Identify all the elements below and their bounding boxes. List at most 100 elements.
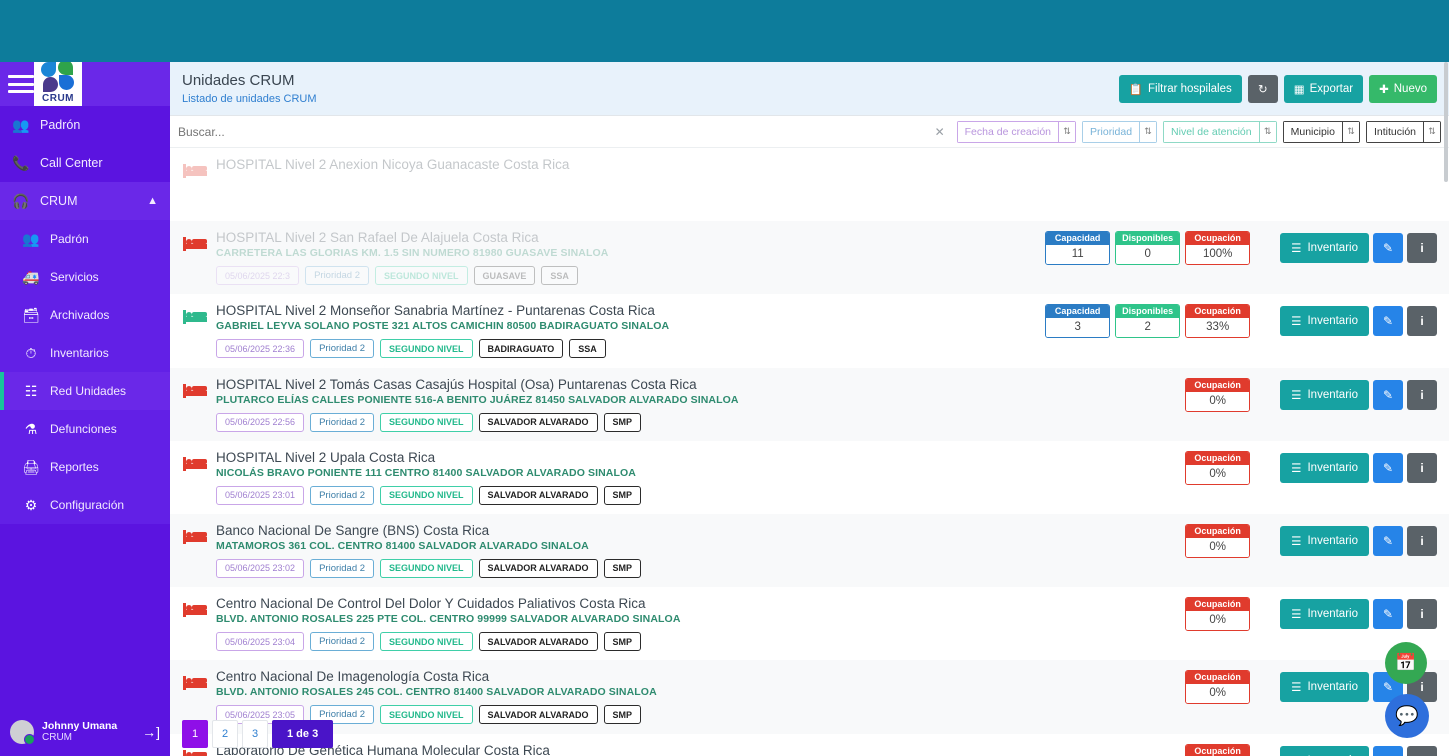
sidebar-item-padron[interactable]: 👥 Padrón	[0, 106, 170, 144]
chip-institucion[interactable]: SMP	[603, 632, 642, 652]
sidebar-item-padron-sub[interactable]: 👥 Padrón	[0, 220, 170, 258]
table-row[interactable]: Banco Nacional De Sangre (BNS) Costa Ric…	[170, 513, 1449, 588]
info-button[interactable]: i	[1407, 379, 1437, 410]
info-button[interactable]: i	[1407, 745, 1437, 756]
chip-nivel[interactable]: SEGUNDO NIVEL	[375, 266, 468, 286]
chip-date[interactable]: 05/06/2025 23:01	[216, 485, 305, 505]
chip-nivel[interactable]: SEGUNDO NIVEL	[380, 339, 473, 359]
sidebar-item-red-unidades[interactable]: ☷ Red Unidades	[0, 372, 170, 410]
table-row[interactable]: HOSPITAL Nivel 2 Anexion Nicoya Guanacas…	[170, 148, 1449, 221]
filter-prioridad[interactable]: Prioridad ⇅	[1082, 120, 1158, 143]
edit-button[interactable]: ✎	[1373, 379, 1403, 410]
chip-municipio[interactable]: GUASAVE	[473, 266, 536, 286]
chip-institucion[interactable]: SSA	[541, 266, 578, 286]
sidebar-item-crum[interactable]: 🎧 CRUM ▲	[0, 182, 170, 220]
table-row[interactable]: HOSPITAL Nivel 2 San Rafael De Alajuela …	[170, 221, 1449, 295]
sidebar-item-defunciones[interactable]: ⚗ Defunciones	[0, 410, 170, 448]
chip-date[interactable]: 05/06/2025 23:02	[216, 558, 305, 578]
chevron-updown-icon[interactable]: ⇅	[1341, 120, 1360, 143]
refresh-button[interactable]: ↻	[1247, 74, 1278, 103]
chip-date[interactable]: 05/06/2025 22:56	[216, 412, 305, 432]
chip-prioridad[interactable]: Prioridad 2	[310, 558, 375, 578]
chip-institucion[interactable]: SMP	[603, 558, 642, 578]
page-button-3[interactable]: 3	[242, 720, 268, 748]
sidebar-user-panel[interactable]: Johnny Umana CRUM →]	[0, 708, 170, 756]
edit-button[interactable]: ✎	[1373, 233, 1403, 264]
chip-date[interactable]: 05/06/2025 22:36	[216, 339, 305, 359]
info-button[interactable]: i	[1407, 525, 1437, 556]
table-row[interactable]: Centro Nacional De Imagenología Costa Ri…	[170, 660, 1449, 734]
chip-prioridad[interactable]: Prioridad 2	[310, 339, 375, 359]
chip-prioridad[interactable]: Prioridad 2	[310, 485, 375, 505]
table-row[interactable]: HOSPITAL Nivel 2 Monseñor Sanabria Martí…	[170, 294, 1449, 367]
chip-municipio[interactable]: SALVADOR ALVARADO	[478, 485, 598, 505]
chip-nivel[interactable]: SEGUNDO NIVEL	[380, 558, 473, 578]
chevron-updown-icon[interactable]: ⇅	[1258, 120, 1277, 143]
inventario-button[interactable]: ☰ Inventario	[1280, 672, 1369, 703]
table-row[interactable]: HOSPITAL Nivel 2 Upala Costa Rica NICOLÁ…	[170, 441, 1449, 514]
sidebar-item-inventarios[interactable]: ⏱ Inventarios	[0, 334, 170, 372]
chevron-updown-icon[interactable]: ⇅	[1058, 120, 1077, 143]
chip-municipio[interactable]: SALVADOR ALVARADO	[478, 705, 598, 725]
page-button-2[interactable]: 2	[212, 720, 238, 748]
chip-prioridad[interactable]: Prioridad 2	[310, 412, 375, 432]
edit-button[interactable]: ✎	[1373, 599, 1403, 630]
table-row[interactable]: Laboratorio De Genética Humana Molecular…	[170, 734, 1449, 756]
hamburger-icon[interactable]	[8, 75, 34, 93]
filter-nivel-de-atencion[interactable]: Nivel de atención ⇅	[1163, 120, 1277, 143]
chip-nivel[interactable]: SEGUNDO NIVEL	[380, 632, 473, 652]
chip-date[interactable]: 05/06/2025 23:04	[216, 632, 305, 652]
exportar-button[interactable]: ▦ Exportar	[1283, 74, 1364, 103]
filter-institucion[interactable]: Intitución ⇅	[1365, 120, 1441, 143]
edit-button[interactable]: ✎	[1373, 745, 1403, 756]
calendar-fab[interactable]: 📅	[1385, 642, 1427, 684]
chip-institucion[interactable]: SMP	[603, 485, 642, 505]
scrollbar[interactable]	[1443, 62, 1449, 756]
sidebar-item-call-center[interactable]: 📞 Call Center	[0, 144, 170, 182]
inventario-button[interactable]: ☰ Inventario	[1280, 525, 1369, 556]
filter-municipio[interactable]: Municipio ⇅	[1282, 120, 1360, 143]
inventario-button[interactable]: ☰ Inventario	[1280, 745, 1369, 756]
inventario-button[interactable]: ☰ Inventario	[1280, 306, 1369, 337]
filter-fecha-de-creacion[interactable]: Fecha de creación ⇅	[956, 120, 1077, 143]
info-button[interactable]: i	[1407, 306, 1437, 337]
logout-icon[interactable]: →]	[142, 724, 160, 740]
breadcrumb[interactable]: Listado de unidades CRUM	[182, 92, 317, 105]
chip-institucion[interactable]: SMP	[603, 705, 642, 725]
chip-institucion[interactable]: SMP	[603, 412, 642, 432]
chip-municipio[interactable]: SALVADOR ALVARADO	[478, 558, 598, 578]
edit-button[interactable]: ✎	[1373, 452, 1403, 483]
nuevo-button[interactable]: ✚ Nuevo	[1369, 74, 1437, 103]
chip-prioridad[interactable]: Prioridad 2	[310, 705, 375, 725]
chevron-up-icon[interactable]: ▲	[147, 195, 158, 207]
inventario-button[interactable]: ☰ Inventario	[1280, 452, 1369, 483]
chevron-updown-icon[interactable]: ⇅	[1423, 120, 1441, 143]
chip-prioridad[interactable]: Prioridad 2	[305, 266, 370, 286]
chip-nivel[interactable]: SEGUNDO NIVEL	[380, 412, 473, 432]
chip-municipio[interactable]: SALVADOR ALVARADO	[478, 632, 598, 652]
edit-button[interactable]: ✎	[1373, 525, 1403, 556]
chip-nivel[interactable]: SEGUNDO NIVEL	[380, 705, 473, 725]
inventario-button[interactable]: ☰ Inventario	[1280, 233, 1369, 264]
filtrar-hospitales-button[interactable]: 📋 Filtrar hospilales	[1118, 74, 1242, 103]
table-row[interactable]: Centro Nacional De Control Del Dolor Y C…	[170, 587, 1449, 660]
inventario-button[interactable]: ☰ Inventario	[1280, 379, 1369, 410]
chevron-updown-icon[interactable]: ⇅	[1139, 120, 1158, 143]
page-button-1[interactable]: 1	[182, 720, 208, 748]
sidebar-item-servicios[interactable]: 🚑 Servicios	[0, 258, 170, 296]
close-icon[interactable]: ✕	[934, 124, 945, 139]
sidebar-item-reportes[interactable]: 🖨 Reportes	[0, 448, 170, 486]
inventario-button[interactable]: ☰ Inventario	[1280, 599, 1369, 630]
sidebar-item-configuracion[interactable]: ⚙ Configuración	[0, 486, 170, 524]
chat-fab[interactable]: 💬	[1385, 694, 1429, 738]
table-row[interactable]: HOSPITAL Nivel 2 Tomás Casas Casajús Hos…	[170, 367, 1449, 441]
edit-button[interactable]: ✎	[1373, 306, 1403, 337]
info-button[interactable]: i	[1407, 452, 1437, 483]
chip-municipio[interactable]: SALVADOR ALVARADO	[478, 412, 598, 432]
chip-nivel[interactable]: SEGUNDO NIVEL	[380, 485, 473, 505]
chip-prioridad[interactable]: Prioridad 2	[310, 632, 375, 652]
chip-municipio[interactable]: BADIRAGUATO	[478, 339, 564, 359]
sidebar-item-archivados[interactable]: 🗃 Archivados	[0, 296, 170, 334]
info-button[interactable]: i	[1407, 599, 1437, 630]
search-input[interactable]	[178, 124, 918, 139]
